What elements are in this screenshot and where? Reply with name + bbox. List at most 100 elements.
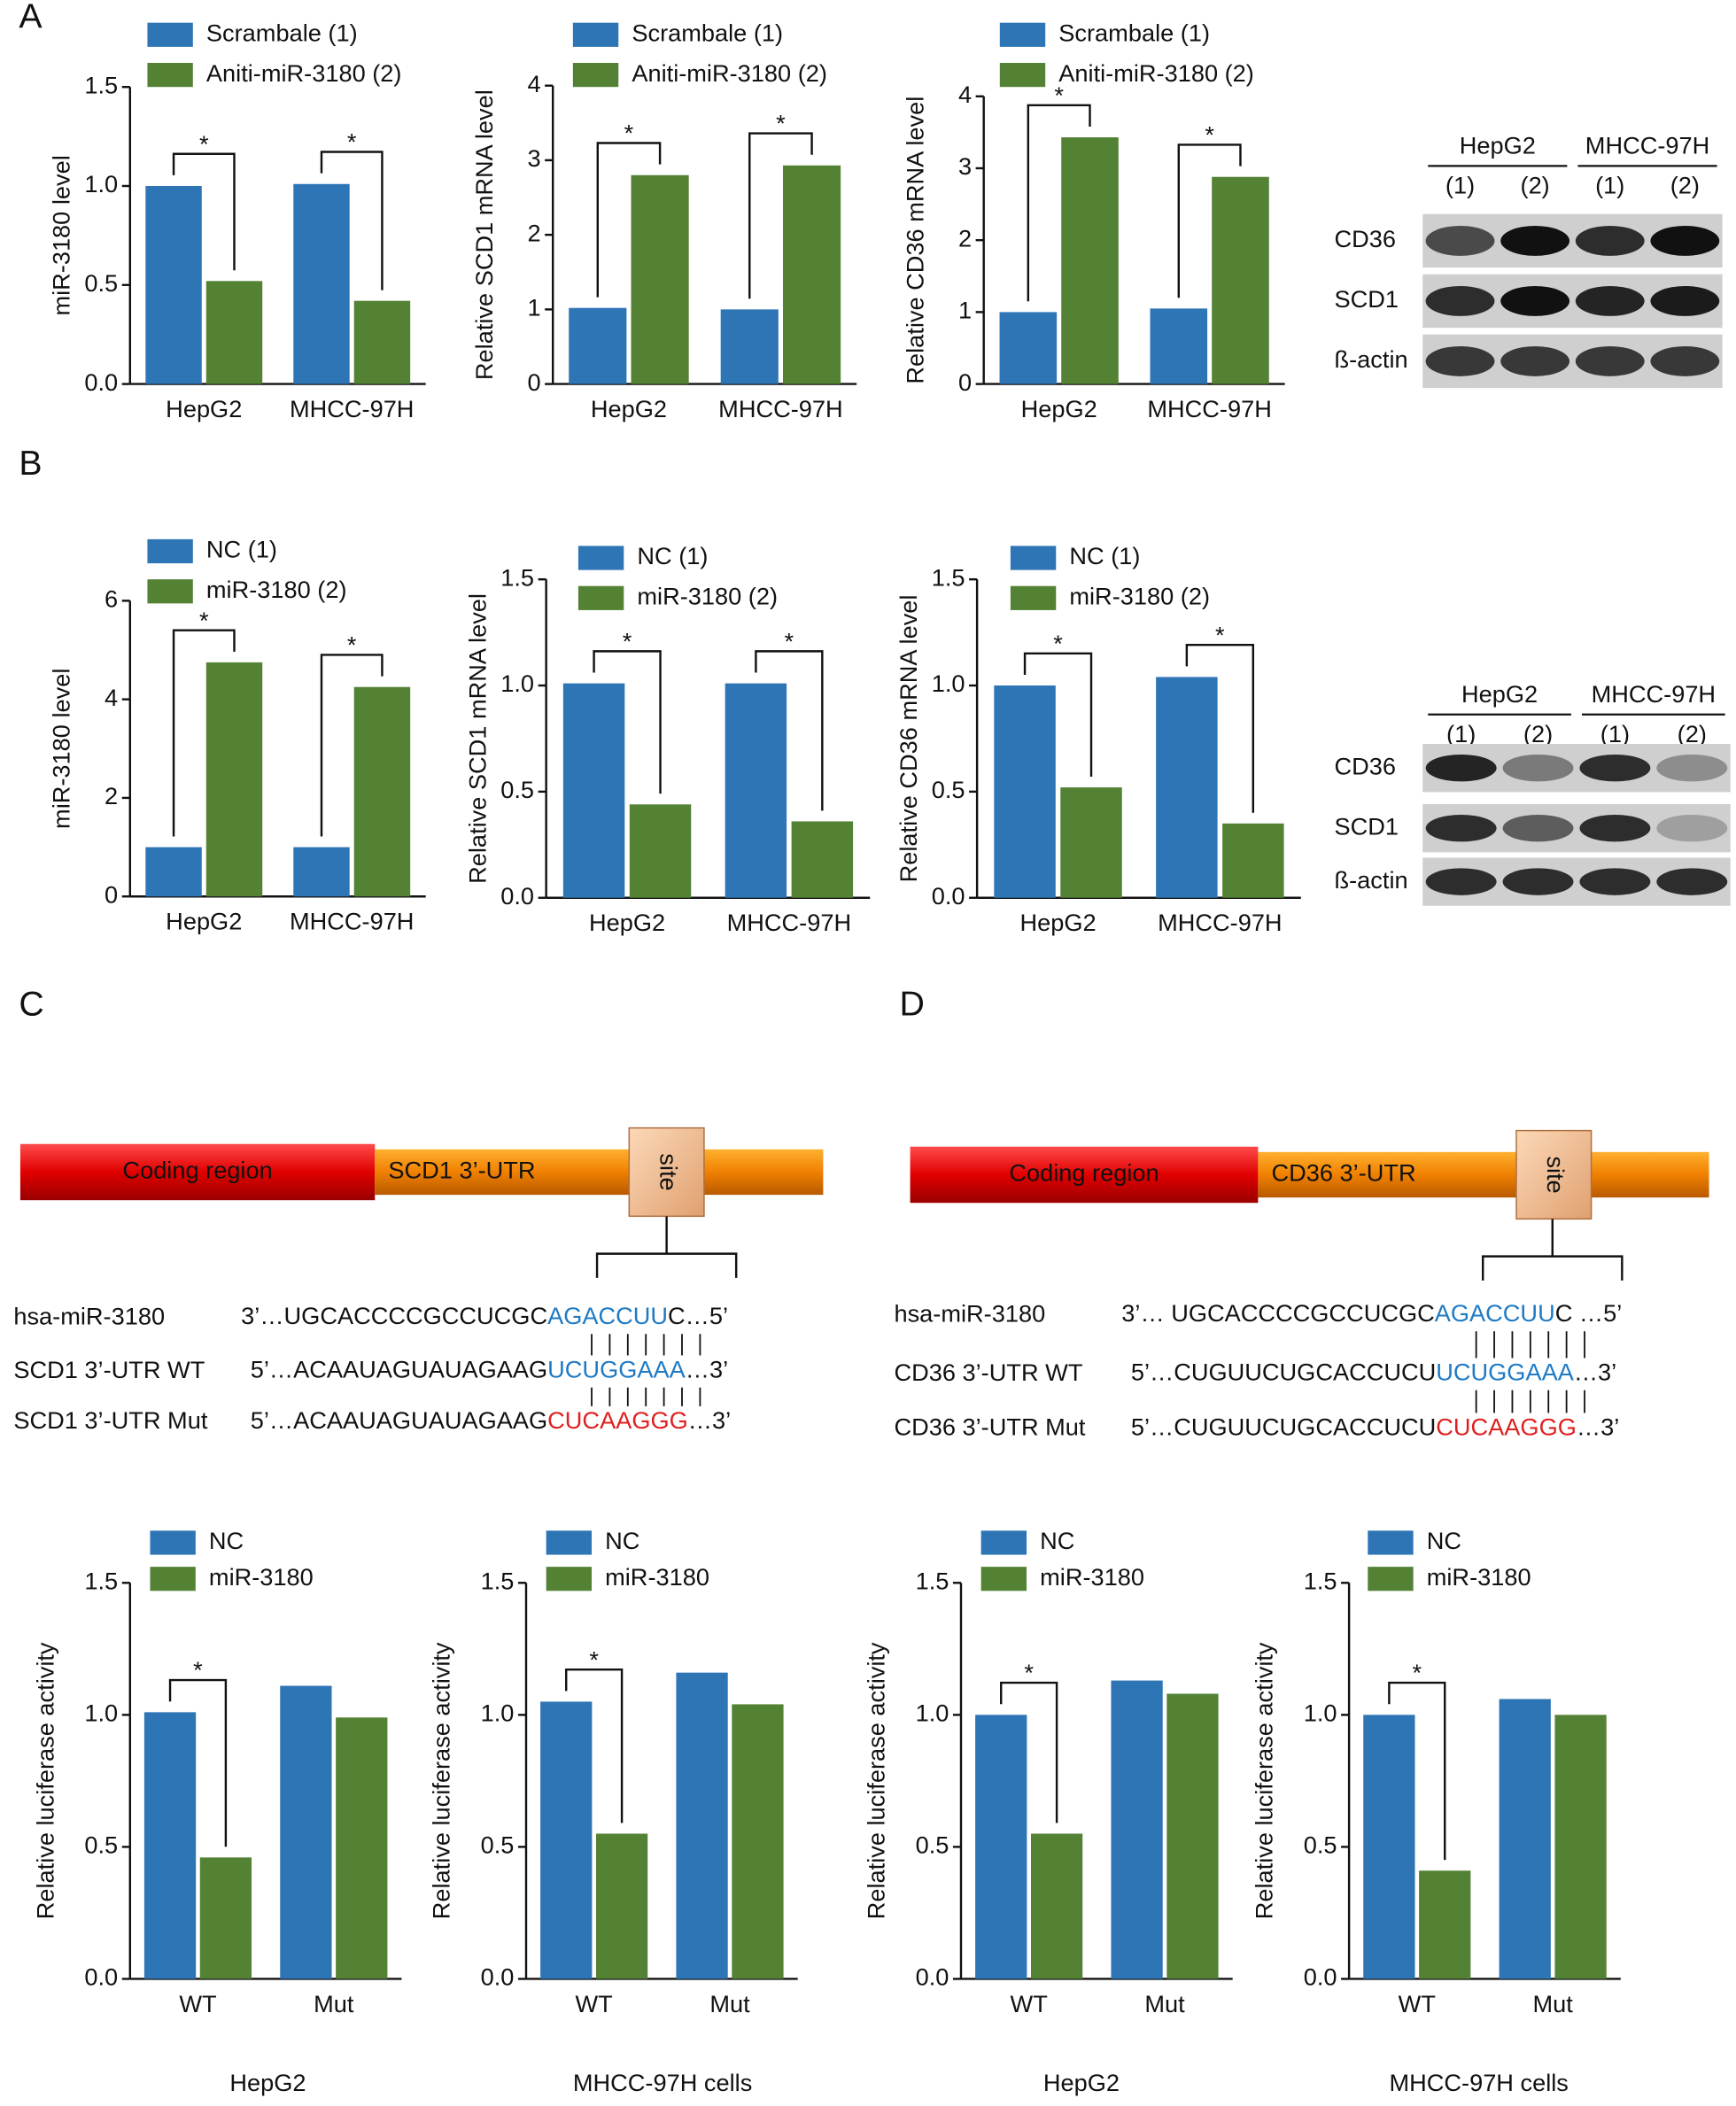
sequence-part: AGACCUU bbox=[1435, 1299, 1555, 1327]
y-tick-label: 1.5 bbox=[84, 1567, 118, 1594]
sequence-part: AGACCUU bbox=[547, 1302, 668, 1329]
legend-swatch bbox=[980, 1567, 1027, 1591]
y-tick-label: 1.5 bbox=[84, 71, 118, 98]
bar bbox=[994, 685, 1056, 898]
significance-bracket bbox=[565, 1668, 624, 1823]
legend-label: miR-3180 (2) bbox=[1069, 583, 1210, 610]
sequence-part: CUCAAGGG bbox=[1436, 1413, 1577, 1441]
bar bbox=[353, 686, 411, 897]
x-tick-label: MHCC-97H bbox=[1158, 909, 1282, 936]
y-tick-label: 0 bbox=[105, 880, 118, 908]
lane-label: (2) bbox=[1670, 172, 1700, 199]
y-tick-label: 0.5 bbox=[916, 1831, 949, 1859]
y-tick-label: 0.5 bbox=[84, 269, 118, 297]
lane-label: (1) bbox=[1600, 720, 1630, 747]
legend-swatch bbox=[546, 1567, 593, 1591]
y-tick-label: 0 bbox=[527, 368, 540, 396]
panel-label: B bbox=[19, 444, 42, 483]
legend-swatch bbox=[546, 1530, 593, 1555]
bar bbox=[562, 683, 625, 898]
sequence: 3’…UGCACCCCGCCUCGCAGACCUUC…5’ bbox=[241, 1302, 728, 1329]
legend-label: Scrambale (1) bbox=[1058, 19, 1210, 46]
y-tick-label: 1.5 bbox=[1304, 1567, 1337, 1594]
blot-row-label: ß-actin bbox=[1335, 866, 1408, 894]
cell-line-label: MHCC-97H bbox=[1592, 680, 1716, 708]
bar bbox=[1419, 1870, 1471, 1979]
x-tick-label: WT bbox=[179, 1990, 216, 2017]
legend-label: Aniti-miR-3180 (2) bbox=[206, 59, 402, 87]
x-axis-label: MHCC-97H cells bbox=[1389, 2069, 1568, 2096]
y-axis-label: Relative SCD1 mRNA level bbox=[463, 593, 491, 884]
legend-swatch bbox=[980, 1530, 1027, 1555]
site-label: site bbox=[1542, 1156, 1569, 1193]
blot-band bbox=[1579, 814, 1651, 842]
panel-label: C bbox=[19, 984, 43, 1023]
bar bbox=[205, 281, 263, 384]
y-tick-label: 1.5 bbox=[500, 563, 534, 591]
x-tick-label: MHCC-97H bbox=[727, 909, 851, 936]
y-tick-label: 4 bbox=[958, 81, 972, 108]
y-tick-label: 3 bbox=[958, 152, 972, 180]
y-tick-label: 0.0 bbox=[1304, 1963, 1337, 1991]
x-tick-label: WT bbox=[576, 1990, 613, 2017]
legend-swatch bbox=[150, 1567, 196, 1591]
sequence-part: 5’…ACAAUAGUAUAGAAG bbox=[251, 1406, 547, 1434]
x-tick-label: MHCC-97H bbox=[290, 908, 414, 935]
sequence-part: 5’…CUGUUCUGCACCUCU bbox=[1131, 1359, 1436, 1386]
significance-bracket bbox=[1177, 143, 1242, 298]
y-tick-label: 6 bbox=[105, 585, 118, 613]
bar bbox=[629, 804, 692, 898]
sequence-part: …3’ bbox=[1577, 1413, 1619, 1441]
legend-swatch bbox=[572, 22, 619, 47]
bar bbox=[975, 1715, 1027, 1979]
blot-band bbox=[1425, 345, 1495, 376]
sequence-name: SCD1 3’-UTR WT bbox=[13, 1356, 205, 1383]
site-label: site bbox=[655, 1153, 682, 1190]
legend-label: NC bbox=[1040, 1527, 1074, 1554]
sequence-name: CD36 3’-UTR Mut bbox=[894, 1413, 1085, 1441]
bar bbox=[999, 312, 1058, 384]
y-axis-label: Relative luciferase activity bbox=[428, 1642, 455, 1919]
significance-star: * bbox=[1205, 121, 1214, 149]
significance-bracket bbox=[172, 152, 236, 271]
legend-label: miR-3180 bbox=[1427, 1563, 1531, 1591]
sequence-part: 5’…CUGUUCUGCACCUCU bbox=[1131, 1413, 1436, 1441]
cell-line-label: HepG2 bbox=[1460, 131, 1536, 159]
bar bbox=[1499, 1699, 1551, 1979]
coding-region bbox=[910, 1146, 1259, 1204]
utr-region bbox=[375, 1149, 824, 1196]
legend-label: miR-3180 (2) bbox=[206, 576, 347, 603]
legend-label: NC bbox=[209, 1527, 244, 1554]
legend-swatch bbox=[1010, 546, 1057, 570]
legend-swatch bbox=[147, 538, 193, 564]
y-tick-label: 1 bbox=[958, 297, 972, 324]
bar bbox=[199, 1857, 252, 1979]
panel-label: D bbox=[900, 984, 925, 1023]
blot-row-label: ß-actin bbox=[1335, 345, 1408, 373]
y-tick-label: 0.0 bbox=[932, 882, 965, 910]
y-tick-label: 2 bbox=[105, 782, 118, 809]
bar bbox=[631, 174, 689, 384]
y-axis-label: Relative CD36 mRNA level bbox=[901, 97, 928, 384]
bar bbox=[1554, 1715, 1607, 1979]
utr-region bbox=[1258, 1151, 1709, 1198]
x-tick-label: MHCC-97H bbox=[290, 395, 414, 422]
blot-band bbox=[1500, 226, 1570, 256]
bar bbox=[725, 683, 787, 898]
sequence: 5’…CUGUUCUGCACCUCUCUCAAGGG…3’ bbox=[1131, 1413, 1619, 1441]
legend-swatch bbox=[1368, 1530, 1414, 1555]
blot-band bbox=[1425, 814, 1497, 842]
x-tick-label: HepG2 bbox=[591, 395, 667, 422]
utr-label: SCD1 3’-UTR bbox=[388, 1157, 535, 1184]
x-tick-label: Mut bbox=[314, 1990, 354, 2017]
x-tick-label: Mut bbox=[709, 1990, 750, 2017]
y-tick-label: 0.0 bbox=[84, 1963, 118, 1991]
sequence-part: …3’ bbox=[686, 1356, 728, 1383]
coding-label: Coding region bbox=[1009, 1159, 1159, 1187]
blot-band bbox=[1650, 345, 1720, 376]
legend-swatch bbox=[572, 63, 619, 88]
bar bbox=[1111, 1680, 1163, 1979]
x-axis-label: MHCC-97H cells bbox=[573, 2069, 752, 2096]
sequence-name: SCD1 3’-UTR Mut bbox=[13, 1406, 207, 1434]
